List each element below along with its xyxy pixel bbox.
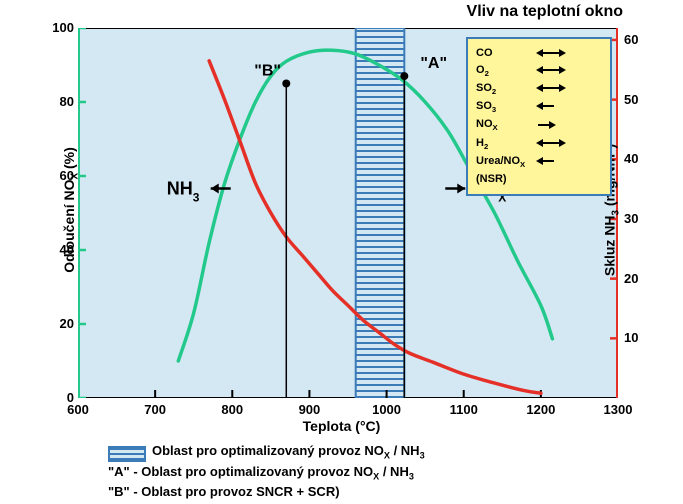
tick-label: 1100 [444,402,484,417]
chart-title: Vliv na teplotní okno [467,3,623,21]
tick-label: 80 [34,94,74,109]
tick-label: 10 [624,330,664,345]
info-row: SO3 [476,98,602,116]
tick-label: 40 [34,242,74,257]
info-label: Urea/NOX [476,153,536,171]
info-label: NOX [476,116,536,134]
arrow-icon [536,81,566,95]
legend-line-1: Oblast pro optimalizovaný provoz NOX / N… [152,443,425,461]
info-row: CO [476,45,602,62]
info-label: SO2 [476,80,536,98]
arrow-icon [536,63,566,77]
tick-label: 40 [624,151,664,166]
tick-label: 60 [34,168,74,183]
tick-label: 20 [34,316,74,331]
svg-text:"A": "A" [420,55,447,72]
tick-label: 700 [135,402,175,417]
info-box: COO2SO2SO3NOXH2Urea/NOX(NSR) [466,37,612,196]
tick-label: 60 [624,32,664,47]
info-row: NOX [476,116,602,134]
tick-label: 1000 [367,402,407,417]
figure: Vliv na teplotní okno "A""B"NH3NOX Odlou… [0,0,683,504]
info-row: H2 [476,135,602,153]
info-label: CO [476,45,536,62]
tick-label: 1300 [598,402,638,417]
info-row: (NSR) [476,171,602,188]
tick-label: 50 [624,92,664,107]
tick-label: 0 [34,390,74,405]
arrow-icon [536,136,566,150]
info-row: O2 [476,62,602,80]
tick-label: 900 [289,402,329,417]
tick-label: 800 [212,402,252,417]
info-label: (NSR) [476,171,536,188]
arrow-icon [536,99,556,113]
svg-text:"B": "B" [254,63,281,80]
legend-hatch-swatch [108,446,146,462]
tick-label: 100 [34,20,74,35]
x-axis-label: Teplota (°C) [0,418,683,434]
info-label: H2 [476,135,536,153]
tick-label: 1200 [521,402,561,417]
info-label: SO3 [476,98,536,116]
arrow-icon [536,46,566,60]
tick-label: 30 [624,211,664,226]
arrow-icon [536,154,556,168]
arrow-icon [536,118,556,132]
tick-label: 20 [624,271,664,286]
legend-line-2: "A" - Oblast pro optimalizovaný provoz N… [108,464,414,482]
info-row: Urea/NOX [476,153,602,171]
legend-line-3: "B" - Oblast pro provoz SNCR + SCR) [108,484,340,499]
info-label: O2 [476,62,536,80]
info-row: SO2 [476,80,602,98]
